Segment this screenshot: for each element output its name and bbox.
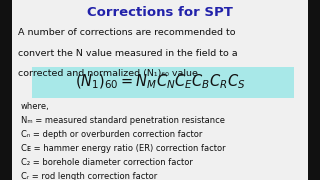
Text: Nₘ = measured standard penetration resistance: Nₘ = measured standard penetration resis…: [21, 116, 225, 125]
Bar: [0, 0, 12, 180]
Text: A number of corrections are recommended to: A number of corrections are recommended …: [18, 28, 235, 37]
Text: Cᵣ = rod length correction factor: Cᵣ = rod length correction factor: [21, 172, 157, 180]
Bar: [308, 0, 320, 180]
Text: Cᴇ = hammer energy ratio (ER) correction factor: Cᴇ = hammer energy ratio (ER) correction…: [21, 144, 225, 153]
Text: convert the N value measured in the field to a: convert the N value measured in the fiel…: [18, 49, 237, 58]
Text: corrected and normalized (N₁)₆₀ value: corrected and normalized (N₁)₆₀ value: [18, 69, 197, 78]
Text: $\left(N_1\right)_{60} = N_M C_N C_E C_B C_R C_S$: $\left(N_1\right)_{60} = N_M C_N C_E C_B…: [75, 73, 245, 91]
Text: where,: where,: [21, 102, 50, 111]
Text: Cₙ = depth or overburden correction factor: Cₙ = depth or overburden correction fact…: [21, 130, 202, 139]
Text: Corrections for SPT: Corrections for SPT: [87, 6, 233, 19]
Text: C₂ = borehole diameter correction factor: C₂ = borehole diameter correction factor: [21, 158, 193, 167]
Bar: [32, 67, 294, 98]
